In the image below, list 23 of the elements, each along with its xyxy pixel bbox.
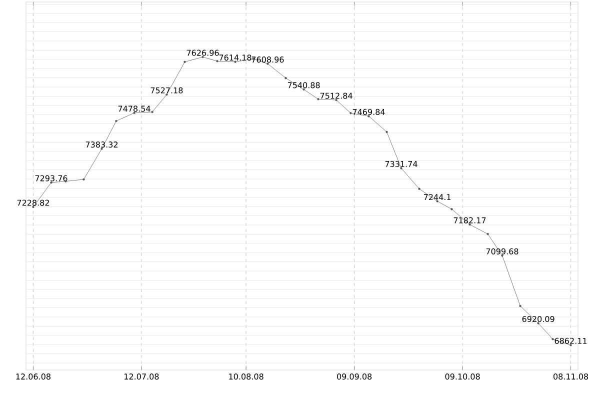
data-label: 7383.32: [86, 142, 118, 148]
data-label: 7244.1: [424, 194, 451, 200]
x-tick-label: 10.08.08: [229, 374, 264, 380]
data-label: 7512.84: [320, 92, 352, 99]
data-label: 7228.82: [17, 200, 49, 206]
data-label: 6862.11: [554, 338, 587, 344]
data-label: 7608.96: [252, 56, 284, 63]
x-tick-label: 09.10.08: [445, 374, 480, 380]
x-tick-label: 12.07.08: [124, 374, 159, 380]
data-label: 7293.76: [35, 175, 68, 182]
x-tick-label: 12.06.08: [16, 374, 50, 380]
data-label: 7099.68: [486, 248, 518, 254]
data-label: 7331.74: [385, 160, 418, 167]
x-tick-label: 09.09.08: [337, 374, 372, 380]
data-label: 7540.88: [288, 82, 320, 88]
data-label: 7478.54: [118, 106, 150, 112]
data-label: 6920.09: [522, 316, 554, 322]
data-label: 7626.96: [186, 50, 219, 56]
data-label: 7527.18: [150, 87, 183, 94]
data-label: 7614.18: [219, 54, 252, 61]
data-label: 7469.84: [352, 108, 385, 115]
data-label: 7182.17: [454, 217, 486, 224]
x-tick-label: 08.11.08: [554, 374, 588, 380]
